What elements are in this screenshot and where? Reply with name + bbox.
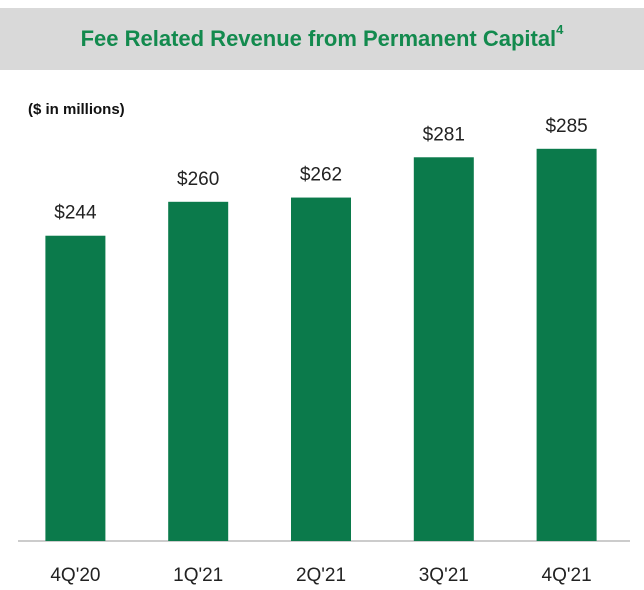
x-tick-label: 3Q'21: [419, 565, 469, 586]
x-tick-label: 4Q'21: [542, 565, 592, 586]
value-label: $262: [300, 165, 342, 186]
x-tick-label: 4Q'20: [50, 565, 100, 586]
bar: [413, 157, 474, 541]
bar: [291, 197, 351, 541]
bar: [168, 201, 229, 542]
value-label: $281: [423, 124, 465, 145]
value-label: $244: [54, 203, 97, 224]
x-tick-label: 1Q'21: [173, 565, 223, 586]
bar: [45, 235, 106, 541]
title-superscript: 4: [556, 22, 564, 37]
title-banner: [0, 8, 644, 70]
x-tick-label: 2Q'21: [296, 565, 346, 586]
chart-title: Fee Related Revenue from Permanent Capit…: [81, 26, 557, 51]
chart-title-group: Fee Related Revenue from Permanent Capit…: [81, 22, 565, 50]
bar: [536, 148, 597, 542]
chart-subtitle: ($ in millions): [28, 101, 125, 118]
value-label: $285: [545, 116, 587, 137]
value-label: $260: [177, 169, 219, 190]
